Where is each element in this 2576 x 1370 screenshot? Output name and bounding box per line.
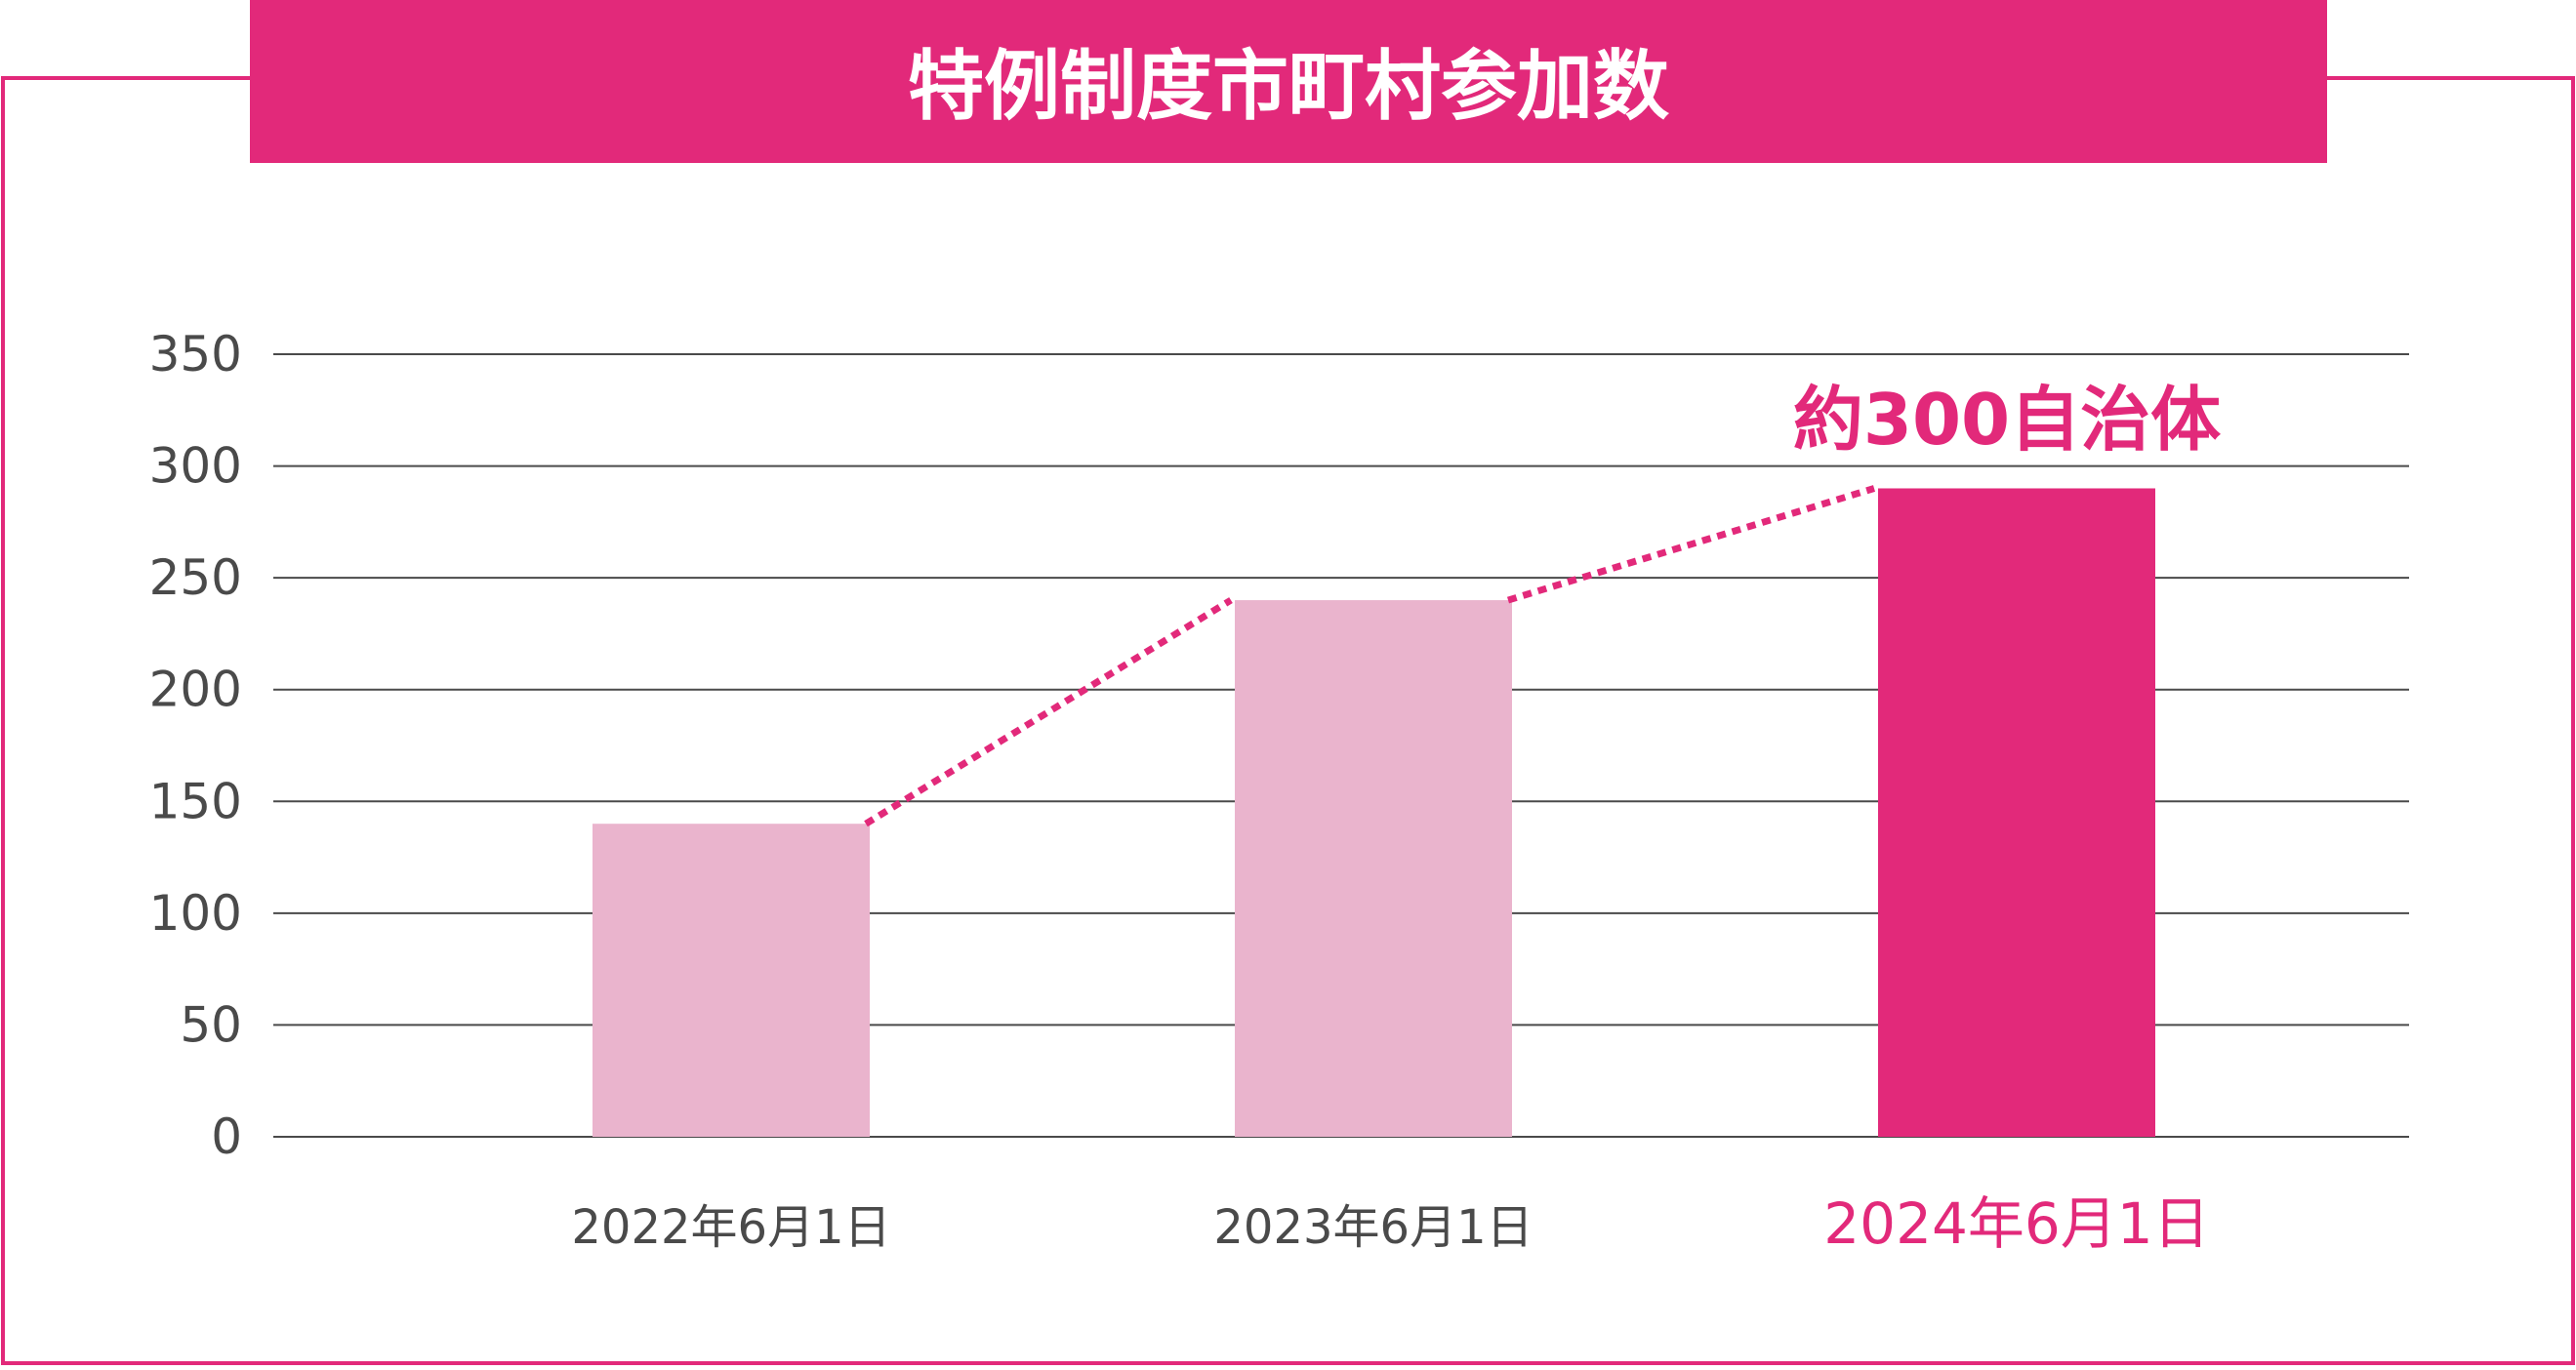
title-banner [250,0,2327,163]
bar-0 [593,824,870,1137]
y-tick-label-250: 250 [149,549,242,606]
y-tick-label-50: 50 [180,996,242,1053]
y-tick-label-300: 300 [149,438,242,495]
trend-segment-1 [1506,485,1876,604]
chart-title: 特例制度市町村参加数 [908,43,1669,131]
trend-layer [864,485,1876,827]
y-tick-label-350: 350 [149,326,242,383]
y-tick-label-0: 0 [211,1108,242,1165]
x-tick-label-2: 2024年6月1日 [1823,1190,2209,1257]
bars-layer [593,488,2155,1137]
x-tick-label-0: 2022年6月1日 [571,1200,890,1255]
y-tick-label-150: 150 [149,773,242,829]
y-tick-label-100: 100 [149,885,242,942]
bar-2 [1878,488,2155,1137]
annotation-label: 約300自治体 [1793,379,2221,461]
y-tick-label-200: 200 [149,662,242,718]
bar-1 [1235,600,1512,1137]
x-tick-label-1: 2023年6月1日 [1213,1200,1533,1255]
grid-layer: 0 50 100 150 200 250 300 350 [149,326,2409,1165]
labels-layer: 2022年6月1日 2023年6月1日 2024年6月1日 約300自治体 [571,379,2221,1257]
